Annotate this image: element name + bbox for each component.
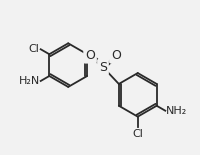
Text: S: S <box>98 61 106 74</box>
Text: O: O <box>110 49 120 62</box>
Text: Cl: Cl <box>29 44 40 54</box>
Text: NH₂: NH₂ <box>165 106 187 116</box>
Text: Cl: Cl <box>132 128 142 139</box>
Text: H₂N: H₂N <box>18 76 40 86</box>
Text: O: O <box>85 49 95 62</box>
